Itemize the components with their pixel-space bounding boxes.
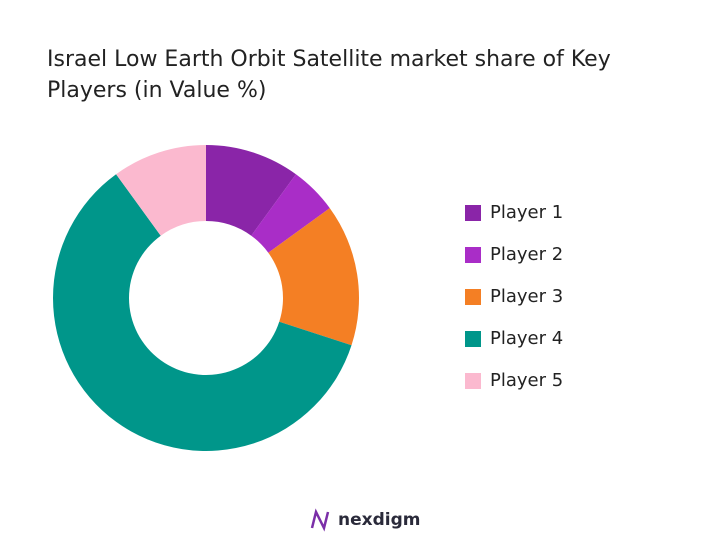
legend-swatch — [465, 247, 481, 263]
legend-label: Player 4 — [490, 328, 563, 349]
legend-swatch — [465, 373, 481, 389]
legend-swatch — [465, 331, 481, 347]
logo-icon — [310, 508, 330, 532]
logo-text: nexdigm — [338, 510, 420, 530]
slice — [206, 145, 296, 236]
legend-label: Player 1 — [490, 202, 563, 223]
legend-swatch — [465, 289, 481, 305]
chart-title: Israel Low Earth Orbit Satellite market … — [47, 47, 611, 103]
slice — [116, 145, 206, 236]
slice — [251, 174, 330, 253]
legend-swatch — [465, 205, 481, 221]
logo: nexdigm — [310, 508, 420, 532]
donut — [52, 145, 359, 452]
slice — [268, 208, 359, 346]
legend: Player 1 Player 2 Player 3 Player 4 Player 5 — [465, 202, 563, 391]
legend-label: Player 2 — [490, 244, 563, 265]
slice — [52, 174, 352, 452]
legend-label: Player 3 — [490, 286, 563, 307]
legend-label: Player 5 — [490, 370, 563, 391]
